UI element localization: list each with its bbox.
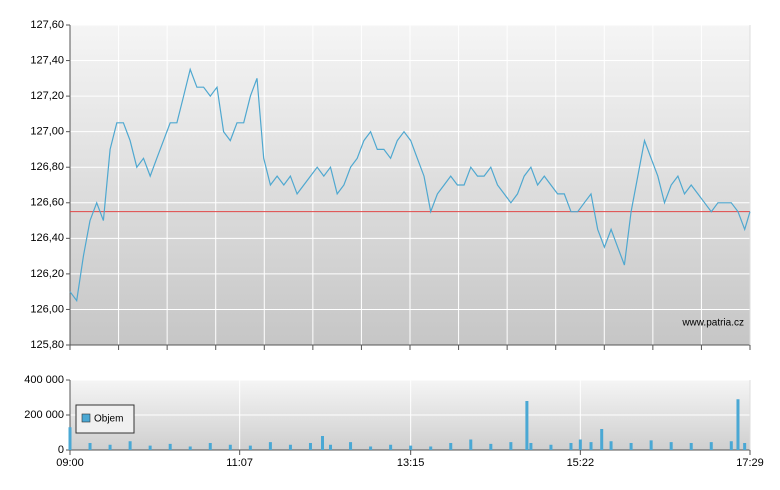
volume-bar <box>669 442 673 450</box>
volume-bar <box>288 444 292 450</box>
volume-bar <box>208 443 212 450</box>
legend-label: Objem <box>94 414 123 425</box>
watermark: www.patria.cz <box>681 318 744 329</box>
y-tick-label: 127,20 <box>30 90 64 102</box>
vertical-grid <box>69 25 751 350</box>
x-tick-label: 13:15 <box>397 457 425 469</box>
volume-bar <box>128 441 132 450</box>
volume-bar <box>329 444 333 450</box>
legend-box <box>75 404 135 434</box>
volume-bar <box>369 446 373 450</box>
x-tick-label: 17:29 <box>736 457 764 469</box>
volume-bar <box>228 444 232 450</box>
volume-bar <box>709 442 713 450</box>
legend-swatch <box>81 413 91 423</box>
volume-bar <box>68 427 72 450</box>
volume-bar <box>429 446 433 450</box>
x-tick-label: 09:00 <box>56 457 84 469</box>
x-tick-label: 15:22 <box>567 457 595 469</box>
volume-bar <box>489 443 493 450</box>
volume-bar <box>600 429 604 450</box>
volume-bar <box>736 399 740 450</box>
volume-bar <box>248 445 252 450</box>
volume-bar <box>743 443 747 450</box>
volume-bar <box>589 442 593 450</box>
volume-bar <box>689 443 693 450</box>
volume-bar <box>268 442 272 450</box>
volume-bar <box>649 440 653 450</box>
volume-bar <box>168 443 172 450</box>
y-tick-label: 125,80 <box>30 339 64 351</box>
volume-bar <box>469 439 473 450</box>
y-tick-label: 126,40 <box>30 232 64 244</box>
y-tick-label: 200 000 <box>24 409 64 421</box>
y-tick-label: 126,80 <box>30 161 64 173</box>
volume-bar <box>449 443 453 450</box>
volume-bar <box>729 441 733 450</box>
volume-bar <box>549 444 553 450</box>
y-tick-label: 127,40 <box>30 54 64 66</box>
volume-bar <box>148 445 152 450</box>
volume-bar <box>578 439 582 450</box>
volume-bar <box>525 401 529 450</box>
volume-bar <box>389 444 393 450</box>
volume-bar <box>509 442 513 450</box>
y-tick-label: 126,60 <box>30 197 64 209</box>
y-tick-label: 127,60 <box>30 19 64 31</box>
y-tick-label: 127,00 <box>30 126 64 138</box>
volume-bar <box>569 443 573 450</box>
y-tick-label: 0 <box>58 444 64 456</box>
x-tick-label: 11:07 <box>226 457 253 469</box>
y-tick-label: 400 000 <box>24 374 64 386</box>
y-tick-label: 126,00 <box>30 303 64 315</box>
volume-bar <box>629 443 633 450</box>
volume-bar <box>349 442 353 450</box>
volume-bar <box>108 444 112 450</box>
price-line <box>69 67 751 303</box>
volume-bar <box>308 443 312 450</box>
volume-bar <box>609 441 613 450</box>
volume-bar <box>320 436 324 450</box>
y-tick-label: 126,20 <box>30 268 64 280</box>
volume-bar <box>88 443 92 450</box>
volume-bar <box>529 443 533 450</box>
volume-bar <box>188 446 192 450</box>
volume-bar <box>409 445 413 450</box>
